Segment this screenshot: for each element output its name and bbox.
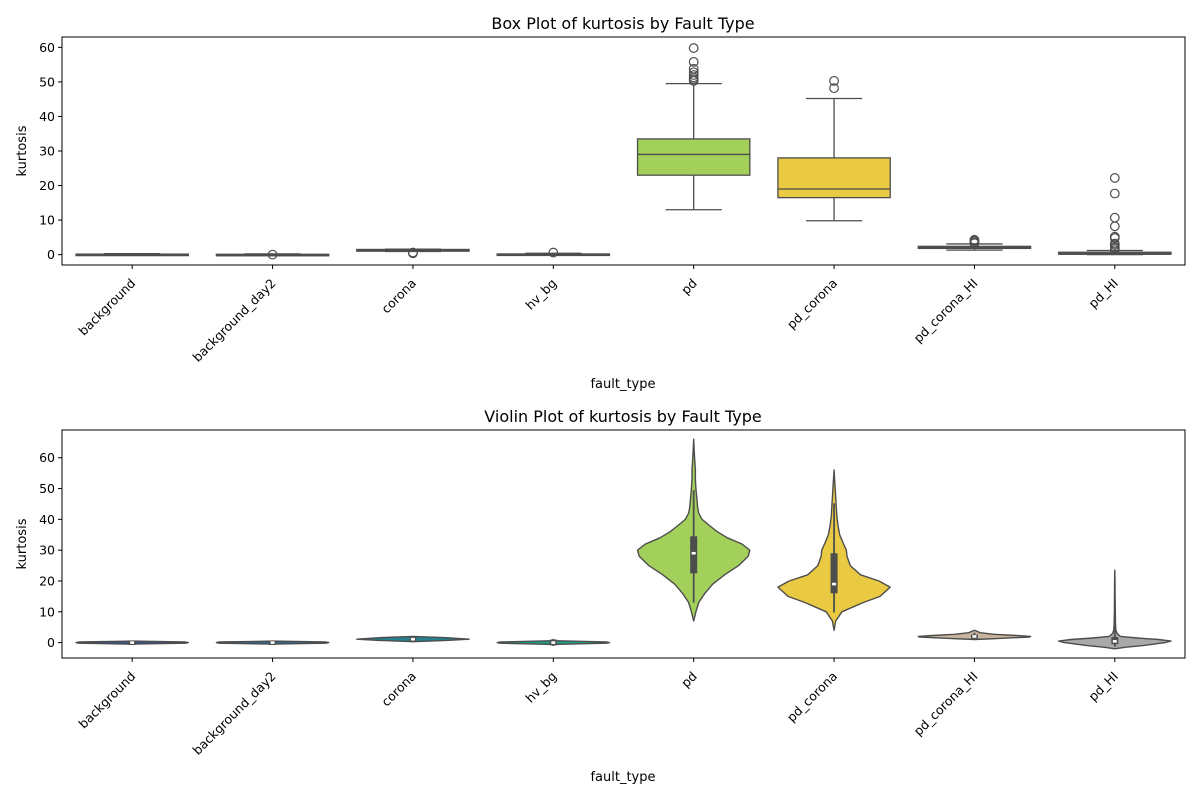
outlier-point [829, 75, 839, 86]
box-corona [356, 247, 470, 259]
violin-plot-x-tick-label: pd_corona [784, 669, 840, 725]
violin-pd_corona_HI [917, 629, 1032, 641]
box-plot-x-tick-label: corona [378, 276, 419, 317]
outlier-point [267, 249, 278, 260]
violin-median [551, 641, 556, 644]
violin-median [130, 641, 135, 644]
violin-plot-title: Violin Plot of kurtosis by Fault Type [484, 407, 761, 426]
violin-plot-y-tick-label: 10 [39, 604, 55, 619]
violin-plot-x-tick-label: background [75, 669, 138, 732]
outlier-point [548, 247, 559, 258]
violin-plot-y-tick-label: 40 [39, 512, 55, 527]
violin-plot-x-tick-label: pd_corona_HI [911, 669, 981, 739]
outlier-point [688, 63, 699, 74]
violin-hv_bg [496, 638, 611, 646]
violin-median [832, 582, 837, 586]
violin-median [972, 635, 977, 638]
violin-plot-x-axis: background background_day2 corona hv_bg pd pd… [75, 658, 1121, 758]
violin-plot-x-axis-label: fault_type [590, 770, 655, 785]
box-pd_HI [1058, 173, 1172, 256]
box-plot-x-tick-label: pd_corona [784, 276, 840, 332]
outlier-point [1109, 231, 1120, 242]
violin-median [270, 641, 275, 644]
outlier-point [969, 234, 980, 245]
outlier-point [688, 56, 699, 67]
box-plot-x-tick-label: pd_corona_HI [911, 276, 981, 346]
outlier-point [1109, 238, 1120, 249]
violin-plot-y-tick-label: 0 [47, 635, 55, 650]
outlier-point [688, 70, 699, 80]
box-plot-x-axis-label: fault_type [590, 377, 655, 392]
violin-plot-y-axis-label: kurtosis [15, 518, 30, 569]
box-background_day2 [215, 249, 330, 260]
outlier-point [1109, 173, 1120, 183]
violin-plot-y-tick-label: 50 [39, 481, 55, 496]
outlier-point [688, 67, 699, 78]
violin-median [410, 637, 415, 641]
box-pd_corona_HI [917, 234, 1032, 251]
violin-plot-y-axis: 0 10 20 30 40 50 60 [39, 450, 62, 650]
violin-pd [636, 438, 751, 622]
box-plot-x-tick-label: background [75, 276, 138, 339]
violin-median [691, 551, 696, 555]
violin-pd_corona [777, 469, 891, 631]
violin-plot-x-tick-label: corona [378, 669, 419, 710]
outlier-point [1109, 212, 1120, 223]
outlier-point [1109, 221, 1120, 232]
box-plot-y-tick-label: 60 [39, 40, 55, 55]
violin-plot-x-tick-label: hv_bg [522, 669, 559, 706]
box-plot-y-tick-label: 40 [39, 109, 55, 124]
outlier-point [408, 247, 418, 258]
box-plot-title: Box Plot of kurtosis by Fault Type [491, 14, 754, 33]
box-plot-x-tick-label: pd_HI [1085, 276, 1121, 312]
box-pd [636, 43, 751, 211]
box-plot-y-tick-label: 50 [39, 74, 55, 89]
box-iqr [777, 157, 891, 199]
box-pd_corona [777, 75, 891, 222]
violin-plot-x-tick-label: pd [678, 669, 700, 691]
box-plot-x-tick-label: background_day2 [189, 276, 278, 365]
violin-plot-y-tick-label: 20 [39, 573, 55, 588]
box-plot-x-tick-label: pd [678, 276, 700, 298]
box-plot-frame [61, 36, 1186, 266]
violin-pd_HI [1058, 569, 1172, 650]
box-plot-y-axis: 0 10 20 30 40 50 60 [39, 40, 62, 262]
violin-plot-x-tick-label: background_day2 [189, 669, 278, 758]
violin-plot-panel: Violin Plot of kurtosis by Fault Type 0 1… [15, 407, 1186, 785]
box-plot-marks [75, 43, 1172, 260]
box-iqr [636, 138, 751, 176]
violin-iqr-box [690, 536, 698, 574]
box-plot-y-tick-label: 20 [39, 178, 55, 193]
box-plot-y-axis-label: kurtosis [15, 125, 30, 176]
violin-background [75, 640, 189, 645]
box-plot-y-tick-label: 30 [39, 144, 55, 159]
violin-plot-y-tick-label: 60 [39, 450, 55, 465]
violin-median [1112, 640, 1117, 643]
violin-iqr-box [830, 553, 838, 594]
violin-plot-x-tick-label: pd_HI [1085, 669, 1121, 705]
box-background [75, 252, 189, 257]
box-plot-y-tick-label: 10 [39, 213, 55, 228]
violin-plot-marks [75, 438, 1172, 650]
box-plot-y-tick-label: 0 [47, 247, 55, 262]
violin-corona [356, 635, 470, 643]
outlier-point [829, 83, 839, 94]
box-plot-x-axis: background background_day2 corona hv_bg pd pd… [75, 265, 1121, 365]
violin-body [1058, 569, 1172, 650]
box-hv_bg [496, 247, 611, 258]
violin-background_day2 [215, 640, 330, 645]
box-plot-x-tick-label: hv_bg [522, 276, 559, 313]
outlier-point [1109, 188, 1120, 199]
violin-plot-frame [61, 429, 1186, 659]
box-plot-panel: Box Plot of kurtosis by Fault Type 0 10 20… [15, 14, 1186, 392]
outlier-point [688, 43, 699, 53]
violin-plot-y-tick-label: 30 [39, 543, 55, 558]
